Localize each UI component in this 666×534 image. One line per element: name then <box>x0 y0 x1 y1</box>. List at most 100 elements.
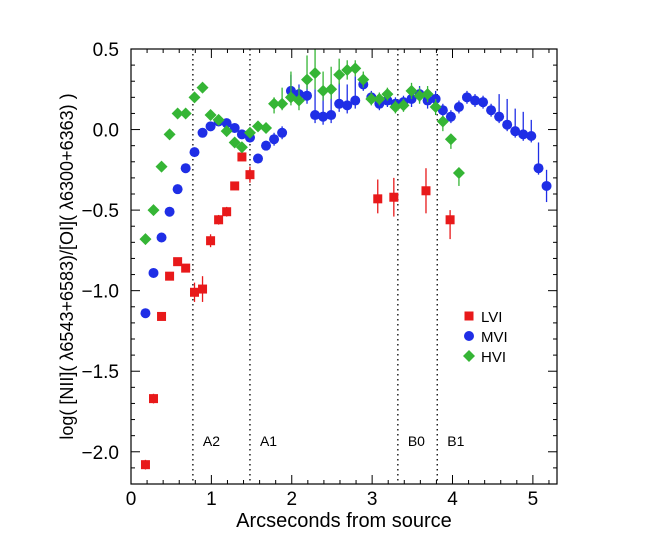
mvi-point <box>533 163 544 174</box>
lvi-point <box>245 170 255 180</box>
hvi-point <box>333 68 346 81</box>
mvi-point <box>478 97 489 108</box>
axis-tick-labels: 0 1 2 3 4 5 −2.0 −1.5 −1.0 −0.5 0.0 0.5 <box>81 40 538 510</box>
hvi-point <box>260 121 273 134</box>
mvi-point <box>205 121 216 132</box>
lvi-point <box>373 194 383 204</box>
hvi-point <box>292 94 305 107</box>
lvi-point <box>389 192 399 202</box>
hvi-point <box>317 84 330 97</box>
mvi-point <box>526 131 537 141</box>
mvi-point <box>302 90 313 101</box>
x-tick-label: 2 <box>286 489 297 510</box>
x-axis-label: Arcseconds from source <box>236 510 452 532</box>
hvi-point <box>204 109 217 122</box>
hvi-point <box>276 97 289 110</box>
hvi-point <box>444 133 457 146</box>
mvi-point <box>510 126 521 137</box>
mvi-point <box>197 127 208 138</box>
legend-marker-mvi <box>464 331 474 341</box>
hvi-point <box>228 136 241 149</box>
mvi-point <box>156 232 167 243</box>
vline-label-b0: B0 <box>408 433 425 449</box>
hvi-point <box>381 88 394 101</box>
mvi-point <box>518 129 529 140</box>
axis-ticks <box>130 48 557 484</box>
lvi-point <box>206 236 216 246</box>
hvi-point <box>389 101 402 113</box>
mvi-point <box>334 98 345 109</box>
mvi-point <box>269 134 280 145</box>
data-series <box>139 49 552 470</box>
hvi-point <box>251 120 264 133</box>
mvi-point <box>252 153 263 164</box>
hvi-point <box>325 83 338 96</box>
mvi-point <box>140 308 151 319</box>
hvi-point <box>212 113 225 126</box>
mvi-point <box>172 184 183 195</box>
legend-label-lvi: LVI <box>481 309 502 326</box>
lvi-point <box>230 181 240 191</box>
hvi-point <box>429 101 442 113</box>
mvi-point <box>277 127 288 138</box>
legend-marker-hvi <box>463 350 475 362</box>
mvi-point <box>310 110 321 121</box>
lvi-point <box>157 311 167 321</box>
hvi-point <box>436 115 449 128</box>
mvi-point <box>236 129 247 140</box>
lvi-point <box>165 271 175 281</box>
mvi-point <box>453 102 464 112</box>
mvi-point <box>342 100 353 111</box>
lvi-point <box>421 186 431 196</box>
plot-frame <box>130 48 558 485</box>
hvi-point <box>397 99 410 112</box>
mvi-point <box>350 95 361 106</box>
hvi-point <box>373 92 386 105</box>
hvi-point <box>301 73 314 86</box>
hvi-point <box>357 73 370 86</box>
mvi-point <box>541 180 552 191</box>
hvi-point <box>365 92 378 105</box>
hvi-point <box>243 126 256 139</box>
vertical-reference-lines: A2 A1 B0 B1 <box>192 49 465 484</box>
lvi-point <box>181 263 191 273</box>
hvi-point <box>163 128 176 141</box>
hvi-point <box>309 67 322 80</box>
mvi-point <box>148 267 159 278</box>
x-tick-label: 3 <box>367 489 378 510</box>
legend: LVI MVI HVI <box>463 309 508 366</box>
mvi-point <box>180 163 191 174</box>
hvi-point <box>405 84 418 97</box>
hvi-point <box>188 91 201 104</box>
vline-label-a1: A1 <box>260 433 277 449</box>
mvi-point <box>486 105 497 116</box>
mvi-point <box>326 110 337 121</box>
legend-label-mvi: MVI <box>481 329 508 346</box>
hvi-point <box>147 204 160 217</box>
hvi-point <box>139 233 152 246</box>
mvi-point <box>229 122 240 133</box>
mvi-point <box>445 111 456 122</box>
mvi-point <box>261 140 272 151</box>
series-hvi <box>139 49 465 246</box>
y-tick-label: −2.0 <box>81 443 119 464</box>
hvi-point <box>413 89 426 102</box>
mvi-point <box>494 111 505 122</box>
mvi-point <box>189 147 200 158</box>
mvi-point <box>470 95 481 106</box>
legend-label-hvi: HVI <box>481 349 506 366</box>
lvi-point <box>198 284 208 294</box>
hvi-point <box>235 141 248 154</box>
mvi-point <box>318 111 329 122</box>
lvi-point <box>140 460 150 470</box>
y-tick-label: 0.0 <box>93 121 119 142</box>
mvi-point <box>164 206 175 217</box>
mvi-point <box>221 118 232 129</box>
legend-marker-lvi <box>464 311 474 321</box>
hvi-point <box>179 107 192 120</box>
hvi-point <box>155 160 168 173</box>
vline-label-a2: A2 <box>203 433 220 449</box>
lvi-point <box>149 394 159 404</box>
hvi-point <box>268 97 281 110</box>
